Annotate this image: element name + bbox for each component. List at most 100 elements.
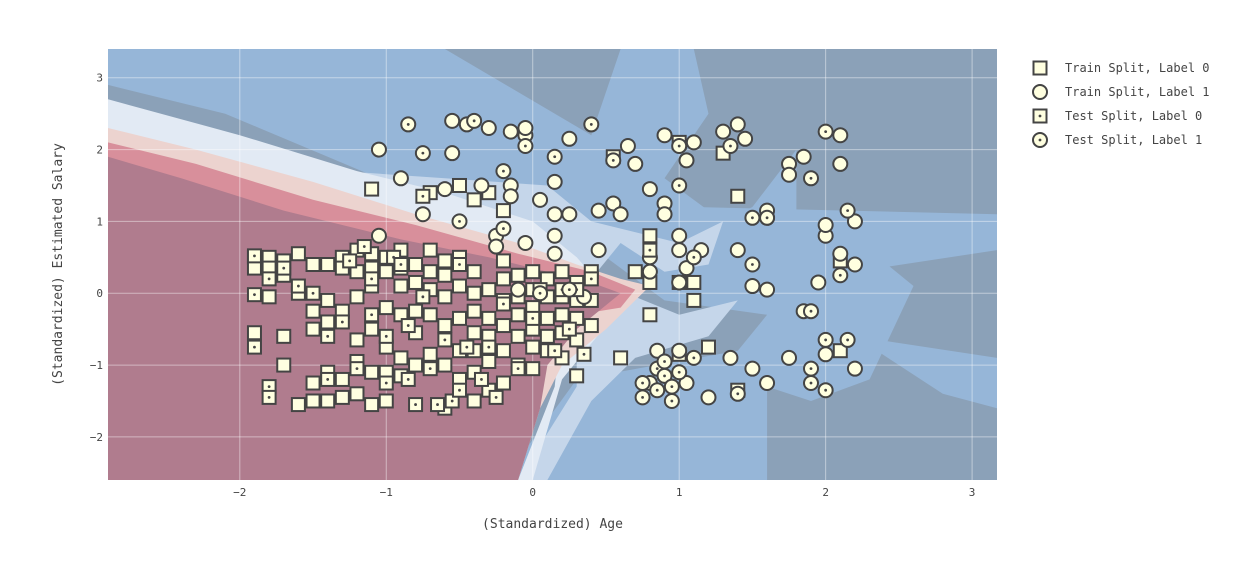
square-point (466, 192, 482, 208)
circle-point (832, 155, 849, 172)
square-point (525, 264, 541, 280)
square-dot-point (400, 318, 416, 334)
circle-point (846, 213, 863, 230)
x-tick-label: 1 (676, 486, 683, 499)
square-point (832, 343, 848, 359)
y-tick-label: 0 (96, 287, 103, 300)
circle-point (715, 123, 732, 140)
square-dot-point (378, 328, 394, 344)
circle-dot-point (817, 382, 834, 399)
circle-dot-point (561, 281, 578, 298)
square-point (495, 203, 511, 219)
square-point (437, 357, 453, 373)
circle-point (370, 141, 387, 158)
square-point (334, 389, 350, 405)
square-point (276, 328, 292, 344)
square-dot-point (320, 371, 336, 387)
square-point (495, 343, 511, 359)
square-dot-point (378, 375, 394, 391)
circle-point (480, 120, 497, 137)
square-point (466, 393, 482, 409)
square-dot-point (261, 389, 277, 405)
circle-point (473, 177, 490, 194)
circle-dot-point (495, 220, 512, 237)
circle-dot-point (466, 112, 483, 129)
square-point (437, 318, 453, 334)
circle-point (685, 134, 702, 151)
square-point (627, 264, 643, 280)
circle-point (656, 206, 673, 223)
circle-point (832, 127, 849, 144)
region-label1-mid (108, 49, 914, 480)
circle-dot-point (634, 389, 651, 406)
square-dot-point (510, 361, 526, 377)
circle-dot-point (839, 202, 856, 219)
x-tick-label: −2 (233, 486, 246, 499)
square-dot-point (576, 346, 592, 362)
circle-point (737, 130, 754, 147)
circle-dot-point (400, 116, 417, 133)
circle-dot-point (414, 145, 431, 162)
circle-point (517, 234, 534, 251)
circle-dot-point (663, 392, 680, 409)
square-point (554, 307, 570, 323)
square-dot-point (547, 343, 563, 359)
circle-dot-point (656, 367, 673, 384)
square-point (642, 307, 658, 323)
square-dot-point (246, 248, 262, 264)
square-point (305, 303, 321, 319)
circle-point (832, 245, 849, 262)
circle-dot-point (685, 249, 702, 266)
legend-label: Test Split, Label 0 (1065, 109, 1202, 123)
circle-dot-point (839, 331, 856, 348)
square-dot-point (473, 371, 489, 387)
square-point (408, 303, 424, 319)
square-point (510, 267, 526, 283)
square-point (422, 346, 438, 362)
square-point (246, 325, 262, 341)
square-dot-point (261, 271, 277, 287)
circle-point (795, 148, 812, 165)
square-point (510, 307, 526, 323)
square-point (305, 375, 321, 391)
circle-point (671, 227, 688, 244)
circle-dot-point (802, 375, 819, 392)
circle-point (781, 349, 798, 366)
circle-point (510, 281, 527, 298)
circle-point (612, 206, 629, 223)
square-point (364, 181, 380, 197)
square-dot-point (364, 307, 380, 323)
circle-dot-point (685, 349, 702, 366)
circle-point (817, 216, 834, 233)
square-point (554, 264, 570, 280)
legend-label: Train Split, Label 0 (1065, 61, 1210, 75)
square-dot-point (261, 379, 277, 395)
legend (1032, 60, 1048, 148)
square-point (700, 339, 716, 355)
square-point (261, 289, 277, 305)
circle-dot-point (759, 209, 776, 226)
circle-point (370, 227, 387, 244)
square-point (642, 228, 658, 244)
circle-point (444, 145, 461, 162)
square-point (466, 285, 482, 301)
circle-point (678, 152, 695, 169)
square-point (320, 314, 336, 330)
circle-dot-point (605, 152, 622, 169)
square-dot-point (246, 339, 262, 355)
x-tick-label: 2 (822, 486, 829, 499)
square-point (451, 278, 467, 294)
circle-point (561, 130, 578, 147)
square-dot-point (459, 339, 475, 355)
circle-dot-point (663, 378, 680, 395)
square-dot-point (430, 397, 446, 413)
square-point (393, 278, 409, 294)
square-point (364, 364, 380, 380)
square-point (451, 177, 467, 193)
legend-marker (1032, 132, 1048, 148)
square-dot-point (561, 321, 577, 337)
circle-dot-point (729, 385, 746, 402)
square-point (686, 274, 702, 290)
square-point (349, 386, 365, 402)
circle-dot-point (634, 375, 651, 392)
